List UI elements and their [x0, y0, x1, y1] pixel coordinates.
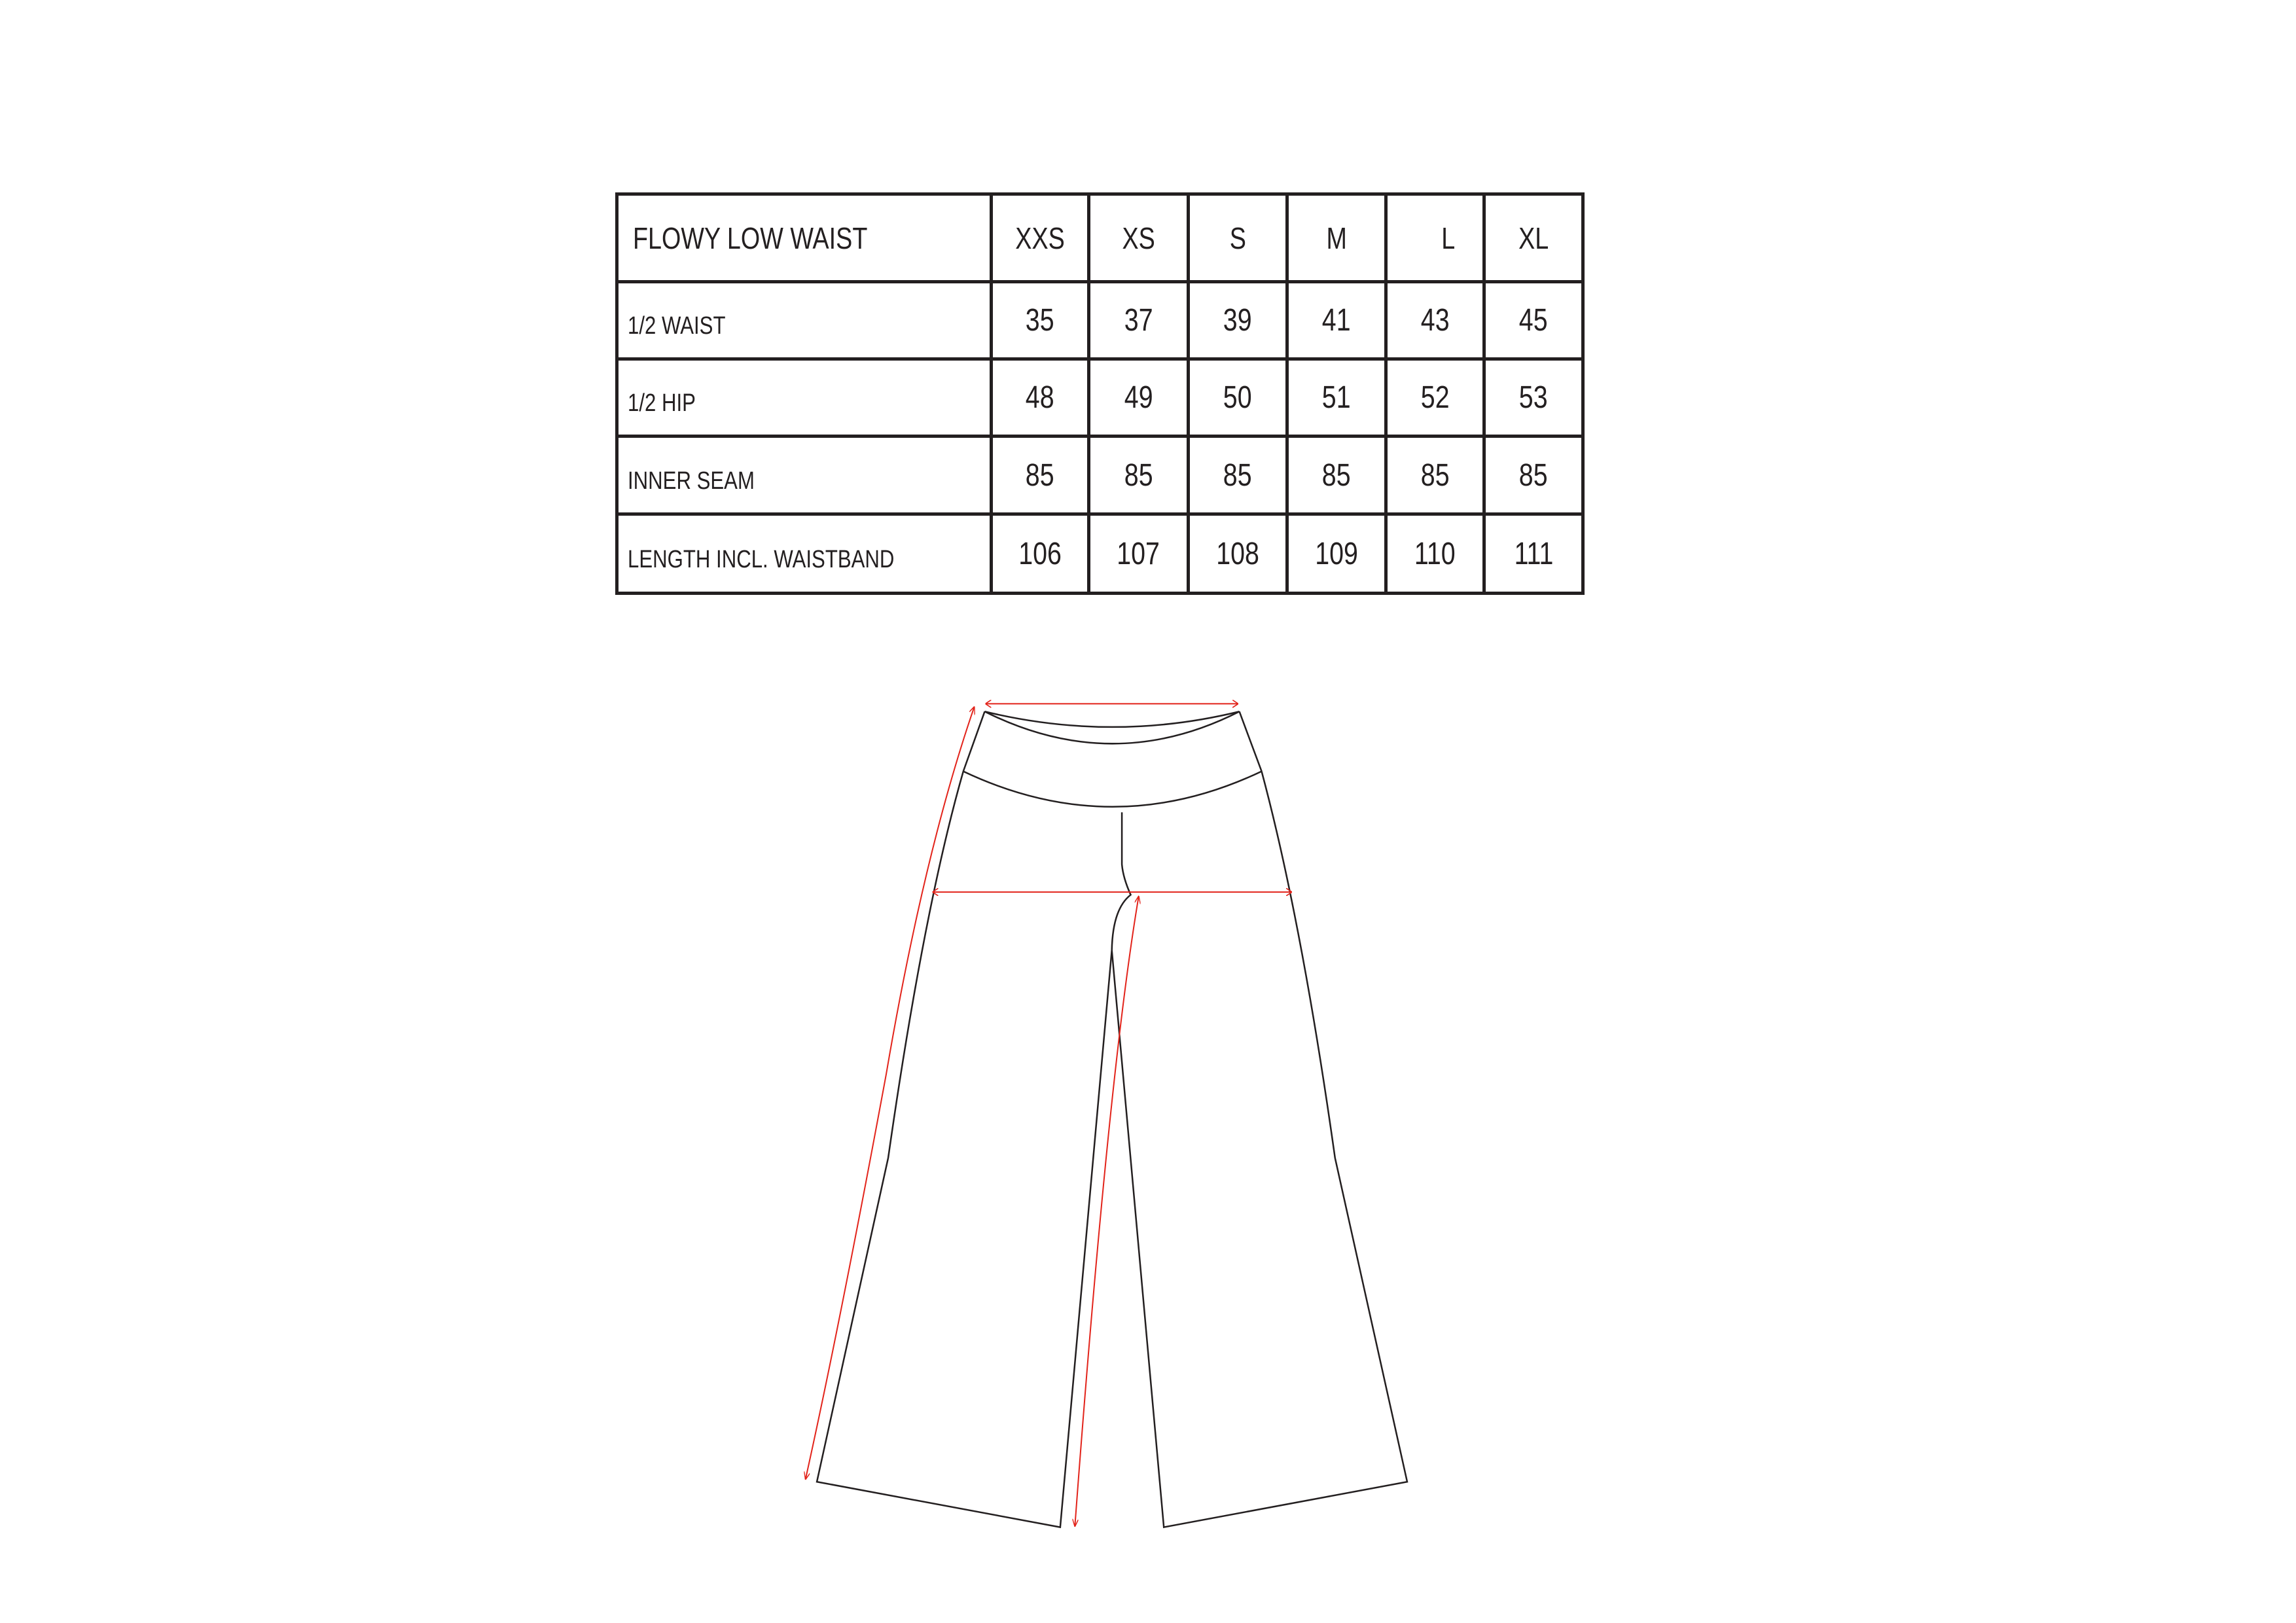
- table-cell: 52: [1384, 357, 1486, 438]
- table-cell: 85: [1087, 435, 1190, 516]
- table-cell: 109: [1285, 512, 1388, 595]
- table-cell: 85: [990, 435, 1090, 516]
- inner-seam-measure-arrow: [1075, 897, 1138, 1526]
- pants-outline: [817, 711, 1407, 1527]
- table-cell: 108: [1187, 512, 1289, 595]
- table-cell: 110: [1384, 512, 1486, 595]
- row-label: LENGTH INCL. WAISTBAND: [615, 512, 993, 595]
- table-cell: 50: [1187, 357, 1289, 438]
- measurement-arrows: [806, 704, 1291, 1526]
- size-header: XL: [1482, 192, 1585, 283]
- size-header: XS: [1087, 192, 1190, 283]
- table-cell: 85: [1285, 435, 1388, 516]
- table-cell: 37: [1087, 280, 1190, 361]
- length-measure-arrow: [806, 707, 975, 1479]
- table-cell: 53: [1482, 357, 1585, 438]
- size-header: M: [1285, 192, 1388, 283]
- chart-title: FLOWY LOW WAIST: [615, 192, 993, 283]
- pants-diagram: [785, 687, 1440, 1551]
- table-cell: 85: [1384, 435, 1486, 516]
- table-row: INNER SEAM 85 85 85 85 85 85: [615, 435, 1585, 516]
- table-cell: 51: [1285, 357, 1388, 438]
- table-cell: 48: [990, 357, 1090, 438]
- size-header: L: [1384, 192, 1486, 283]
- table-cell: 41: [1285, 280, 1388, 361]
- header-row: FLOWY LOW WAIST XXS XS S M L XL: [615, 192, 1585, 283]
- size-header: S: [1187, 192, 1289, 283]
- table-cell: 107: [1087, 512, 1190, 595]
- size-chart-table: FLOWY LOW WAIST XXS XS S M L XL 1/2 WAIS…: [615, 192, 1585, 595]
- table-row: 1/2 HIP 48 49 50 51 52 53: [615, 357, 1585, 438]
- table-cell: 45: [1482, 280, 1585, 361]
- table-row: LENGTH INCL. WAISTBAND 106 107 108 109 1…: [615, 512, 1585, 595]
- row-label: 1/2 HIP: [615, 357, 993, 438]
- table-cell: 49: [1087, 357, 1190, 438]
- table-row: 1/2 WAIST 35 37 39 41 43 45: [615, 280, 1585, 361]
- row-label: INNER SEAM: [615, 435, 993, 516]
- table-cell: 85: [1187, 435, 1289, 516]
- size-header: XXS: [990, 192, 1090, 283]
- table-cell: 43: [1384, 280, 1486, 361]
- table-cell: 85: [1482, 435, 1585, 516]
- table-cell: 35: [990, 280, 1090, 361]
- table-cell: 111: [1482, 512, 1585, 595]
- table-cell: 106: [990, 512, 1090, 595]
- row-label: 1/2 WAIST: [615, 280, 993, 361]
- table-cell: 39: [1187, 280, 1289, 361]
